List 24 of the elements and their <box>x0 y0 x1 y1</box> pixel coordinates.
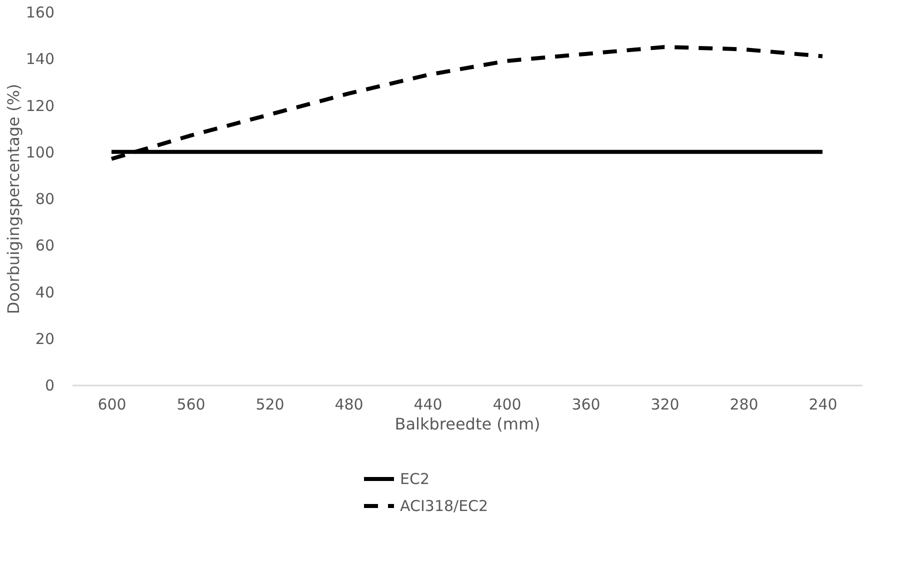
x-tick-label: 360 <box>572 396 600 414</box>
y-tick-label: 160 <box>26 4 54 22</box>
y-tick-label: 20 <box>35 330 54 348</box>
y-tick-label: 100 <box>26 143 54 162</box>
x-tick-label: 400 <box>492 396 522 414</box>
y-tick-label: 80 <box>35 190 54 208</box>
y-tick-label: 140 <box>26 50 54 68</box>
y-tick-label: 60 <box>35 236 54 255</box>
x-tick-label: 600 <box>98 396 126 414</box>
legend-label: ACI318/EC2 <box>400 497 488 515</box>
x-tick-label: 320 <box>650 396 680 414</box>
y-tick-label: 40 <box>35 283 54 302</box>
legend-label: EC2 <box>400 470 430 488</box>
x-tick-label: 480 <box>334 396 364 414</box>
x-tick-label: 520 <box>256 396 284 414</box>
y-tick-label: 120 <box>26 96 54 115</box>
line-series <box>110 44 824 161</box>
x-tick-label: 240 <box>808 396 838 414</box>
y-axis-title: Doorbuigingspercentage (%) <box>4 84 23 314</box>
x-tick-label: 280 <box>730 396 758 414</box>
y-tick-label: 0 <box>44 376 54 394</box>
x-axis-title: Balkbreedte (mm) <box>394 414 540 434</box>
x-tick-label: 560 <box>176 396 206 414</box>
x-tick-label: 440 <box>414 396 442 414</box>
